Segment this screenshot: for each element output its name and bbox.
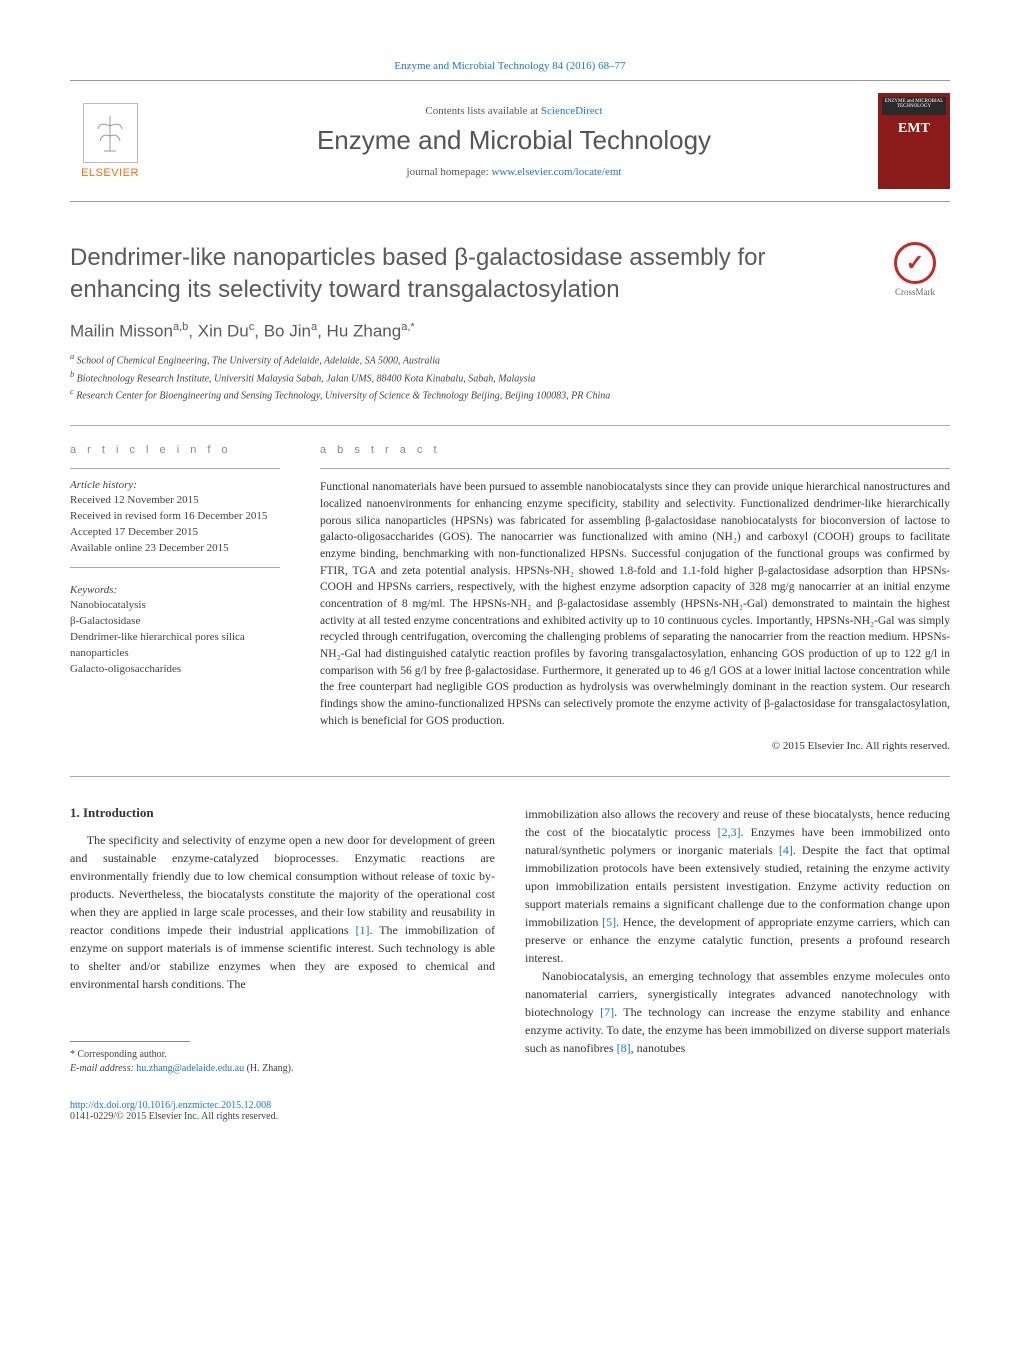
intro-p2-col2: Nanobiocatalysis, an emerging technology… [525,967,950,1057]
publisher-logo: ELSEVIER [70,97,150,185]
homepage-line: journal homepage: www.elsevier.com/locat… [168,166,860,178]
author-list: Mailin Missona,b, Xin Duc, Bo Jina, Hu Z… [70,321,950,342]
intro-p1-col1: The specificity and selectivity of enzym… [70,831,495,993]
contents-prefix: Contents lists available at [425,105,540,117]
intro-p1-col2: immobilization also allows the recovery … [525,805,950,967]
affiliation-c: c Research Center for Bioengineering and… [70,386,950,403]
email-line: E-mail address: hu.zhang@adelaide.edu.au… [70,1062,495,1076]
abstract-copyright: © 2015 Elsevier Inc. All rights reserved… [320,740,950,752]
crossmark-badge[interactable]: ✓ CrossMark [880,242,950,297]
journal-title: Enzyme and Microbial Technology [168,125,860,156]
cover-top-text: ENZYME and MICROBIAL TECHNOLOGY [882,97,946,115]
email-label: E-mail address: [70,1063,136,1074]
affiliation-a: a School of Chemical Engineering, The Un… [70,351,950,368]
issn-copyright: 0141-0229/© 2015 Elsevier Inc. All right… [70,1111,278,1122]
introduction-heading: 1. Introduction [70,805,495,821]
keyword-2: β-Galactosidase [70,614,280,630]
affiliation-b: b Biotechnology Research Institute, Univ… [70,369,950,386]
corresponding-email-link[interactable]: hu.zhang@adelaide.edu.au [136,1063,244,1074]
article-info-heading: a r t i c l e i n f o [70,444,280,456]
crossmark-check-icon: ✓ [894,242,936,284]
history-received: Received 12 November 2015 [70,493,280,509]
corresponding-author-note: * Corresponding author. [70,1048,495,1062]
affiliations: a School of Chemical Engineering, The Un… [70,351,950,403]
crossmark-label: CrossMark [895,287,935,297]
abstract-heading: a b s t r a c t [320,444,950,456]
keyword-4: Galacto-oligosaccharides [70,662,280,678]
homepage-link[interactable]: www.elsevier.com/locate/emt [491,166,621,178]
citation-header: Enzyme and Microbial Technology 84 (2016… [70,60,950,72]
history-accepted: Accepted 17 December 2015 [70,525,280,541]
divider-abstract [320,468,950,469]
email-suffix: (H. Zhang). [244,1063,293,1074]
history-online: Available online 23 December 2015 [70,541,280,557]
keyword-1: Nanobiocatalysis [70,598,280,614]
keyword-3: Dendrimer-like hierarchical pores silica… [70,630,280,662]
publisher-name: ELSEVIER [81,167,139,179]
elsevier-tree-icon [83,103,138,163]
keywords-label: Keywords: [70,584,280,596]
article-title: Dendrimer-like nanoparticles based β-gal… [70,242,860,307]
divider-info [70,468,280,469]
abstract-text: Functional nanomaterials have been pursu… [320,479,950,729]
history-revised: Received in revised form 16 December 201… [70,509,280,525]
divider-body [70,776,950,777]
journal-header-bar: ELSEVIER Contents lists available at Sci… [70,80,950,202]
divider-keywords [70,567,280,568]
cover-label: EMT [898,121,930,137]
footnote-divider [70,1041,190,1042]
sciencedirect-link[interactable]: ScienceDirect [541,105,603,117]
journal-cover-thumbnail: ENZYME and MICROBIAL TECHNOLOGY EMT [878,93,950,189]
contents-available-line: Contents lists available at ScienceDirec… [168,105,860,117]
history-label: Article history: [70,479,280,491]
homepage-prefix: journal homepage: [407,166,492,178]
divider-top [70,425,950,426]
doi-link[interactable]: http://dx.doi.org/10.1016/j.enzmictec.20… [70,1100,271,1111]
